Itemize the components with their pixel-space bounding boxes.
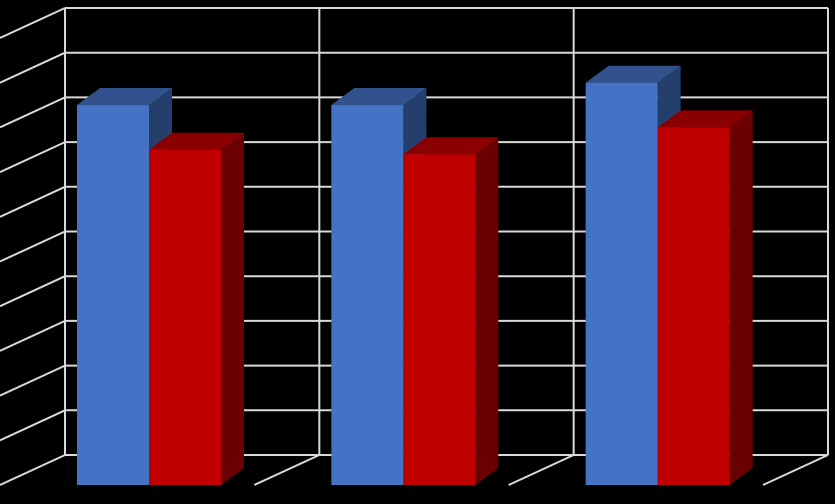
bar: [403, 154, 476, 485]
bar: [657, 127, 730, 486]
floor-line: [762, 454, 829, 486]
bar-side: [221, 132, 244, 485]
gridline-side: [0, 230, 66, 263]
floor-line: [253, 454, 320, 486]
bar: [331, 105, 404, 486]
gridline-side: [0, 319, 66, 352]
bar-top: [657, 110, 753, 128]
bar-top: [331, 88, 427, 106]
floor-line: [508, 454, 575, 486]
gridline-side: [0, 51, 66, 84]
bar-top: [77, 88, 172, 106]
bar-top: [585, 65, 681, 83]
bar: [149, 149, 221, 485]
bar: [77, 105, 149, 486]
gridline-side: [0, 185, 66, 218]
gridline-side: [0, 141, 66, 174]
gridline-side: [0, 364, 66, 397]
bar-side: [729, 110, 753, 486]
bar-side: [475, 137, 499, 485]
gridline-side: [0, 96, 66, 129]
bar: [585, 82, 658, 485]
gridline-side: [0, 7, 66, 39]
bar-top: [403, 137, 499, 155]
gridline-side: [0, 454, 66, 486]
gridline-side: [0, 409, 66, 442]
bar-top: [149, 132, 244, 150]
gridline-side: [0, 275, 66, 308]
